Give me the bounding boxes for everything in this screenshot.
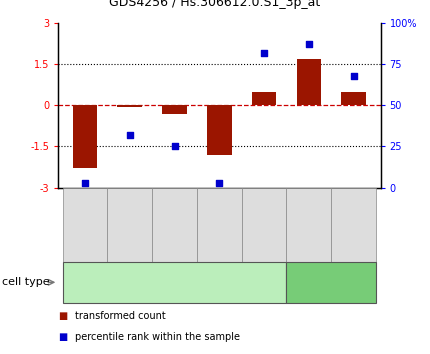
Text: GSM501252: GSM501252 [215, 202, 224, 248]
Text: GSM501251: GSM501251 [170, 202, 179, 248]
Point [82, 180, 89, 185]
Bar [207, 105, 232, 155]
Text: caseous TB granulomas: caseous TB granulomas [108, 277, 241, 287]
Text: GSM501253: GSM501253 [260, 202, 269, 248]
Text: GSM501254: GSM501254 [304, 202, 313, 248]
Point [305, 41, 312, 47]
Text: GSM501255: GSM501255 [349, 202, 358, 248]
Text: percentile rank within the sample: percentile rank within the sample [75, 332, 240, 342]
Text: ■: ■ [58, 311, 68, 321]
Bar [297, 59, 321, 105]
Text: normal lung
parenchyma: normal lung parenchyma [305, 273, 358, 292]
Text: transformed count: transformed count [75, 311, 166, 321]
Bar [117, 105, 142, 107]
Text: GDS4256 / Hs.306612.0.S1_3p_at: GDS4256 / Hs.306612.0.S1_3p_at [109, 0, 321, 9]
Bar [162, 105, 187, 114]
Text: cell type: cell type [2, 277, 50, 287]
Point [171, 144, 178, 149]
Point [126, 132, 133, 138]
Bar [252, 92, 276, 105]
Text: GSM501249: GSM501249 [80, 202, 89, 248]
Bar [73, 105, 97, 169]
Text: GSM501250: GSM501250 [125, 202, 134, 248]
Point [216, 180, 223, 185]
Text: ■: ■ [58, 332, 68, 342]
Bar [341, 92, 366, 105]
Point [350, 73, 357, 79]
Point [261, 50, 267, 56]
